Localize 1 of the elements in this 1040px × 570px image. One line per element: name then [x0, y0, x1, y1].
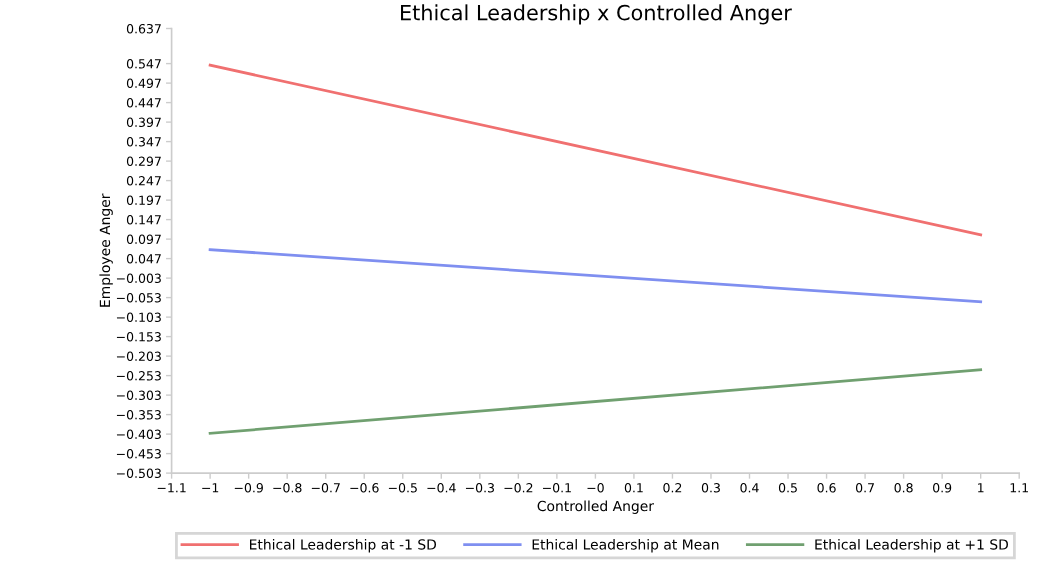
chart-title: Ethical Leadership x Controlled Anger: [401, 4, 792, 25]
